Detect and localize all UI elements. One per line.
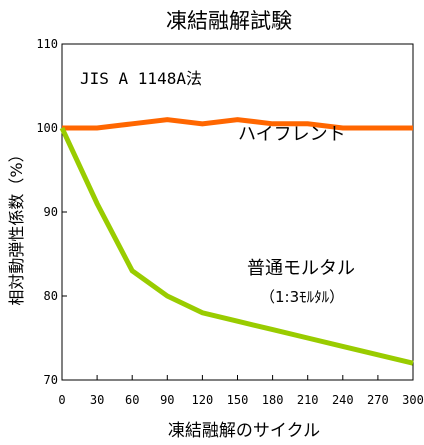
- plot-frame: [61, 43, 414, 381]
- x-tick-label: 60: [125, 393, 139, 407]
- y-tick-label: 100: [36, 121, 58, 135]
- series-label-hifrent: ハイフレント: [238, 124, 346, 145]
- y-tick-label: 90: [44, 205, 58, 219]
- chart-title: 凍結融解試験: [166, 9, 292, 33]
- series-line-ordinary-mortar: [59, 126, 414, 366]
- series-label-ordinary-mortar: 普通モルタル: [247, 258, 355, 279]
- x-tick-label: 300: [402, 393, 424, 407]
- y-tick-label: 80: [44, 289, 58, 303]
- x-tick-label: 150: [227, 393, 249, 407]
- series-line-hifrent: [62, 117, 413, 131]
- x-tick-label: 120: [192, 393, 214, 407]
- y-tick-label: 110: [36, 37, 58, 51]
- series-lines: [59, 117, 414, 366]
- x-tick-label: 180: [262, 393, 284, 407]
- x-tick-label: 270: [367, 393, 389, 407]
- standard-annotation: JIS A 1148A法: [80, 69, 202, 88]
- plot-area: 0 30 60 90 120 150 180 210 240 270 300 70 80 90 100 110: [36, 37, 424, 407]
- y-tick-label: 70: [44, 373, 58, 387]
- x-tick-label: 30: [90, 393, 104, 407]
- x-tick-label: 240: [332, 393, 354, 407]
- mix-ratio-annotation: （1:3ﾓﾙﾀﾙ）: [260, 288, 344, 306]
- x-tick-label: 90: [160, 393, 174, 407]
- x-tick-label: 0: [58, 393, 65, 407]
- axis-ticks: 0 30 60 90 120 150 180 210 240 270 300 70 80 90 100 110: [36, 37, 424, 407]
- x-axis-label: 凍結融解のサイクル: [168, 421, 320, 441]
- x-tick-label: 210: [297, 393, 319, 407]
- y-axis-label: 相対動弾性係数（%）: [7, 146, 26, 305]
